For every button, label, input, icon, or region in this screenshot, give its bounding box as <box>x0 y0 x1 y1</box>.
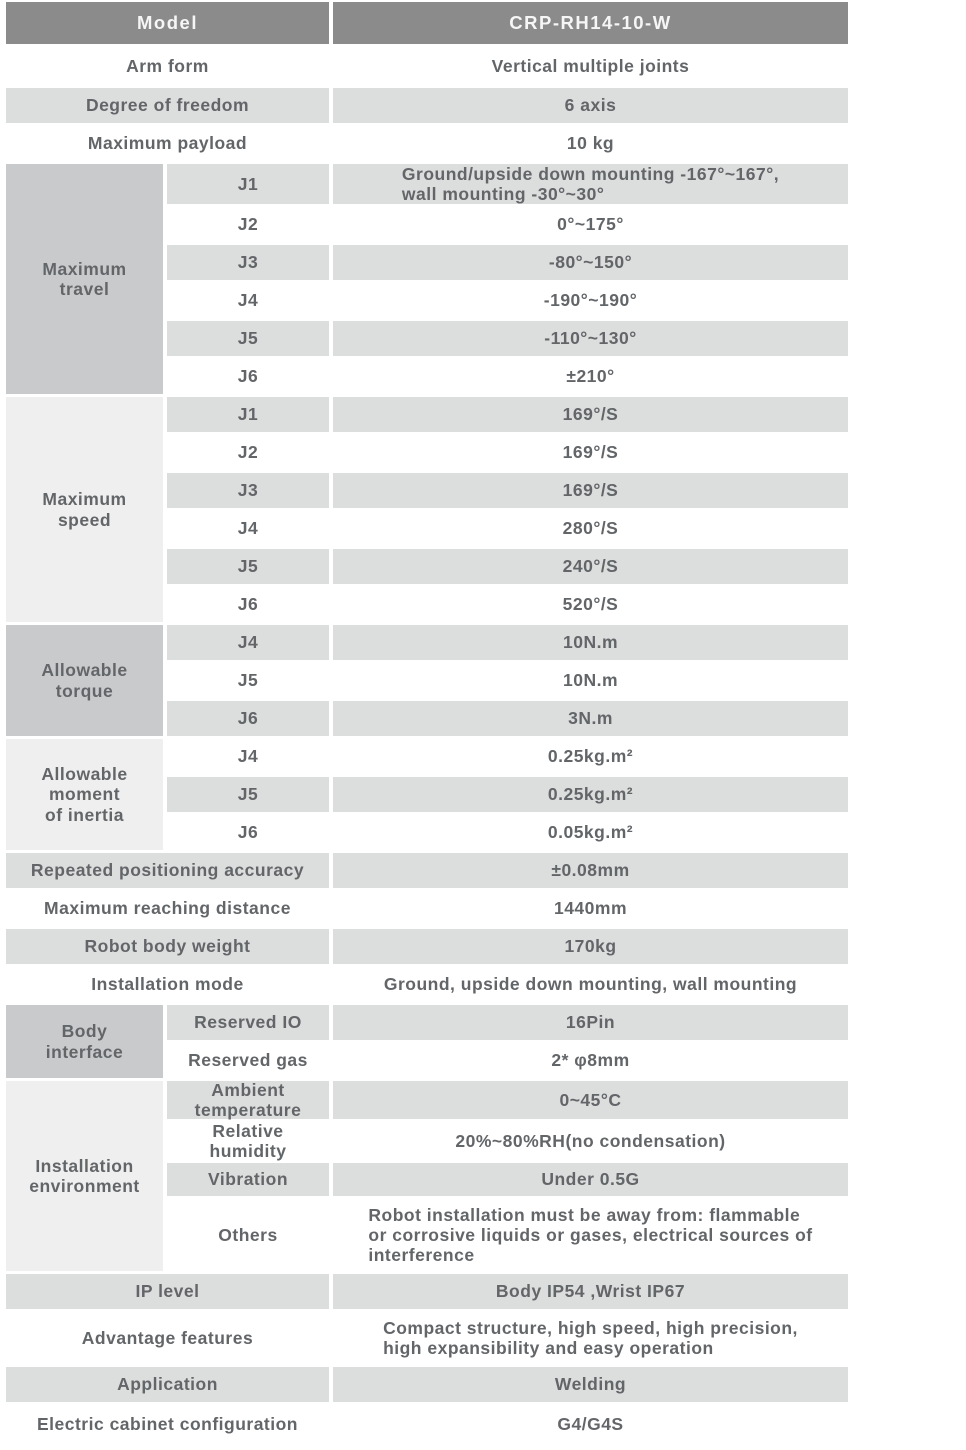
group-label-11: Body interface <box>6 1005 163 1078</box>
spec-value-9: 170kg <box>333 929 848 964</box>
sub-value-12-3: Robot installation must be away from: fl… <box>333 1199 848 1271</box>
sub-value-3-1: 0°~175° <box>333 207 848 242</box>
sub-label-3-0: J1 <box>167 164 329 204</box>
sub-value-4-3: 280°/S <box>333 511 848 546</box>
sub-value-6-0: 0.25kg.m² <box>333 739 848 774</box>
spec-value-13: Body IP54 ,Wrist IP67 <box>333 1274 848 1309</box>
sub-label-11-1: Reserved gas <box>167 1043 329 1078</box>
spec-value-14: Compact structure, high speed, high prec… <box>333 1312 848 1364</box>
spec-value-0: Vertical multiple joints <box>333 47 848 85</box>
sub-value-3-2: -80°~150° <box>333 245 848 280</box>
spec-value-1: 6 axis <box>333 88 848 123</box>
sub-label-3-5: J6 <box>167 359 329 394</box>
sub-label-4-4: J5 <box>167 549 329 584</box>
sub-label-11-0: Reserved IO <box>167 1005 329 1040</box>
spec-label-10: Installation mode <box>6 967 329 1002</box>
sub-value-5-1: 10N.m <box>333 663 848 698</box>
sub-label-12-3: Others <box>167 1199 329 1271</box>
sub-label-12-1: Relative humidity <box>167 1121 329 1161</box>
spec-label-9: Robot body weight <box>6 929 329 964</box>
model-header-label-cell: Model <box>6 2 329 44</box>
sub-value-3-5: ±210° <box>333 359 848 394</box>
sub-value-6-1: 0.25kg.m² <box>333 777 848 812</box>
sub-value-5-2: 3N.m <box>333 701 848 736</box>
sub-label-5-1: J5 <box>167 663 329 698</box>
sub-value-3-4: -110°~130° <box>333 321 848 356</box>
spec-value-16: G4/G4S <box>333 1405 848 1443</box>
spec-label-8: Maximum reaching distance <box>6 891 329 926</box>
spec-value-10: Ground, upside down mounting, wall mount… <box>333 967 848 1002</box>
sub-label-6-2: J6 <box>167 815 329 850</box>
model-header-value-cell: CRP-RH14-10-W <box>333 2 848 44</box>
spec-label-13: IP level <box>6 1274 329 1309</box>
sub-label-4-0: J1 <box>167 397 329 432</box>
spec-value-7: ±0.08mm <box>333 853 848 888</box>
spec-label-0: Arm form <box>6 47 329 85</box>
sub-label-5-2: J6 <box>167 701 329 736</box>
sub-label-3-4: J5 <box>167 321 329 356</box>
spec-label-15: Application <box>6 1367 329 1402</box>
sub-value-3-3: -190°~190° <box>333 283 848 318</box>
sub-value-3-0: Ground/upside down mounting -167°~167°, … <box>333 164 848 204</box>
sub-label-3-3: J4 <box>167 283 329 318</box>
spec-label-7: Repeated positioning accuracy <box>6 853 329 888</box>
sub-label-5-0: J4 <box>167 625 329 660</box>
sub-label-4-1: J2 <box>167 435 329 470</box>
sub-value-12-0: 0~45°C <box>333 1081 848 1119</box>
group-label-4: Maximum speed <box>6 397 163 622</box>
sub-label-3-1: J2 <box>167 207 329 242</box>
spec-label-14: Advantage features <box>6 1312 329 1364</box>
group-label-6: Allowable moment of inertia <box>6 739 163 850</box>
group-label-12: Installation environment <box>6 1081 163 1271</box>
sub-label-12-2: Vibration <box>167 1163 329 1196</box>
sub-value-6-2: 0.05kg.m² <box>333 815 848 850</box>
sub-value-4-1: 169°/S <box>333 435 848 470</box>
sub-label-6-1: J5 <box>167 777 329 812</box>
sub-label-3-2: J3 <box>167 245 329 280</box>
spec-value-2: 10 kg <box>333 126 848 161</box>
robot-spec-table: Model CRP-RH14-10-W Arm form Vertical multi… <box>6 2 848 1443</box>
sub-value-11-0: 16Pin <box>333 1005 848 1040</box>
sub-label-4-2: J3 <box>167 473 329 508</box>
group-label-3: Maximum travel <box>6 164 163 394</box>
sub-value-12-1: 20%~80%RH(no condensation) <box>333 1122 848 1160</box>
sub-value-5-0: 10N.m <box>333 625 848 660</box>
sub-value-4-0: 169°/S <box>333 397 848 432</box>
spec-label-16: Electric cabinet configuration <box>6 1405 329 1443</box>
sub-label-4-5: J6 <box>167 587 329 622</box>
spec-value-8: 1440mm <box>333 891 848 926</box>
sub-value-4-2: 169°/S <box>333 473 848 508</box>
sub-value-11-1: 2* φ8mm <box>333 1043 848 1078</box>
spec-label-2: Maximum payload <box>6 126 329 161</box>
group-label-5: Allowable torque <box>6 625 163 736</box>
sub-label-4-3: J4 <box>167 511 329 546</box>
sub-label-6-0: J4 <box>167 739 329 774</box>
sub-value-4-4: 240°/S <box>333 549 848 584</box>
sub-label-12-0: Ambient temperature <box>167 1080 329 1120</box>
spec-value-15: Welding <box>333 1367 848 1402</box>
spec-label-1: Degree of freedom <box>6 88 329 123</box>
sub-value-4-5: 520°/S <box>333 587 848 622</box>
sub-value-12-2: Under 0.5G <box>333 1163 848 1196</box>
